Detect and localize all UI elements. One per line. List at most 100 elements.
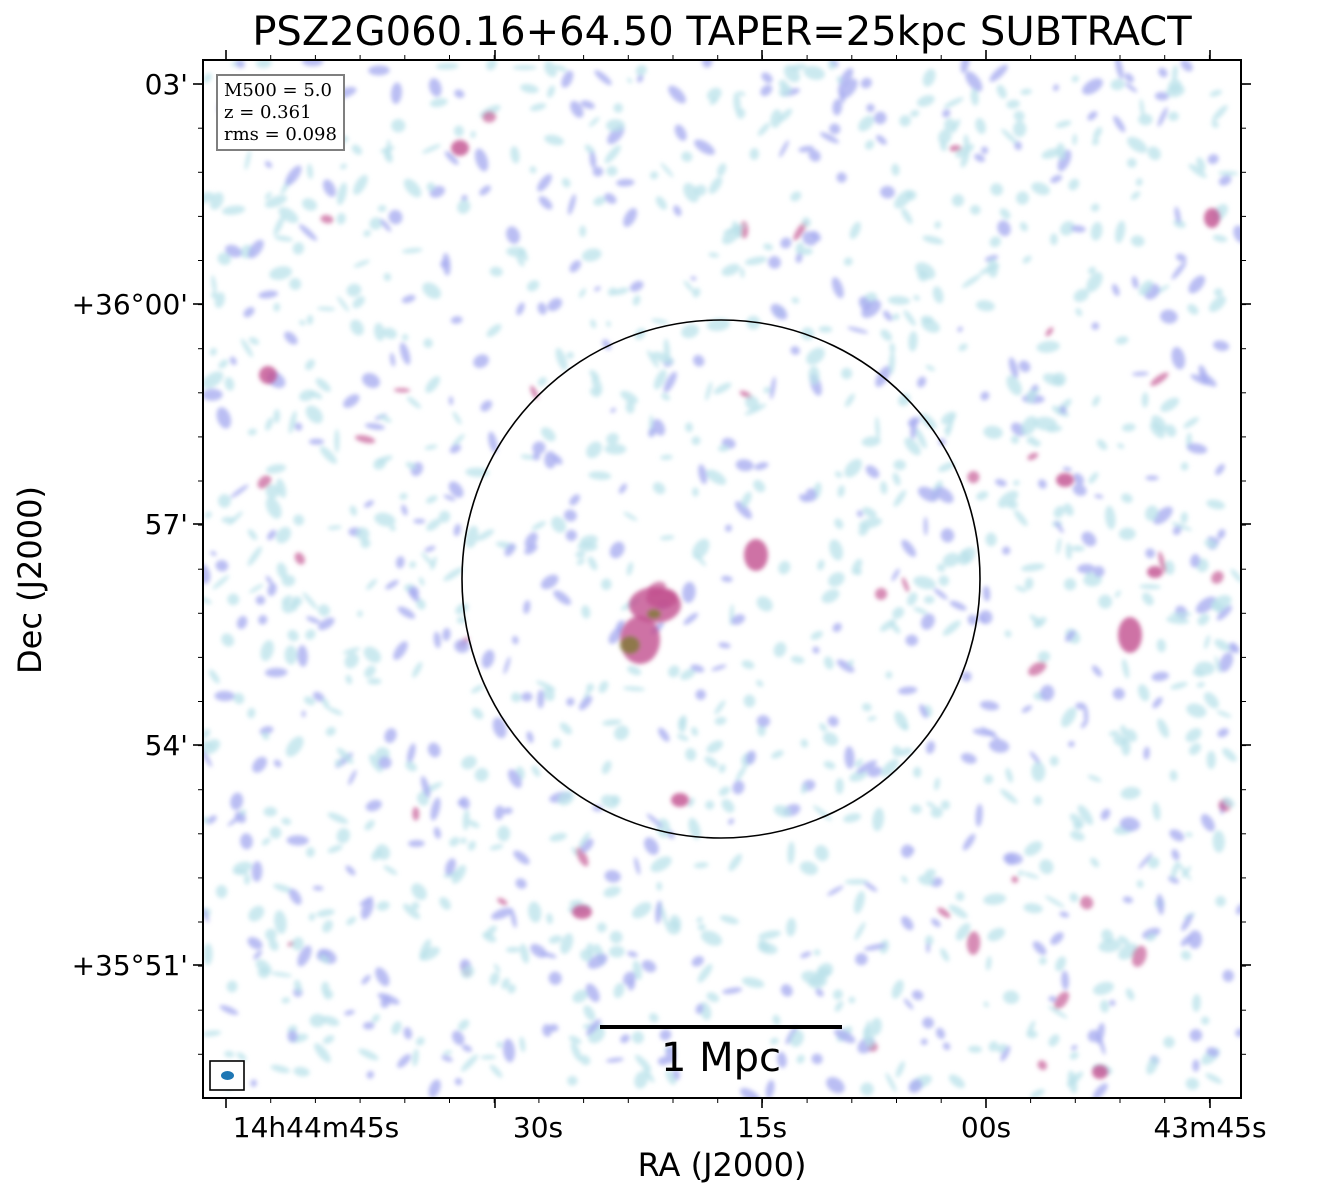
noise-blob xyxy=(203,943,213,966)
noise-blob xyxy=(1206,499,1226,510)
noise-blob xyxy=(366,578,377,590)
noise-blob xyxy=(1131,945,1147,967)
noise-blob xyxy=(1211,120,1219,128)
legend-mass: M500 = 5.0 xyxy=(224,80,332,101)
noise-blob xyxy=(823,656,834,670)
noise-blob xyxy=(1180,511,1188,524)
noise-blob xyxy=(763,386,771,394)
noise-blob xyxy=(790,655,805,664)
noise-blob xyxy=(471,684,484,694)
noise-blob xyxy=(1185,832,1193,837)
noise-blob xyxy=(491,907,514,920)
noise-blob xyxy=(215,559,229,572)
noise-blob xyxy=(607,287,617,296)
noise-blob xyxy=(430,797,441,821)
noise-blob xyxy=(652,482,666,495)
noise-blob xyxy=(461,1044,473,1052)
noise-blob xyxy=(706,318,731,332)
noise-blob xyxy=(741,977,765,988)
noise-blob xyxy=(270,971,292,977)
noise-blob xyxy=(1151,671,1170,682)
noise-blob xyxy=(344,1009,355,1016)
noise-blob xyxy=(357,610,363,618)
noise-blob xyxy=(1029,751,1041,764)
noise-blob xyxy=(209,347,217,356)
noise-blob xyxy=(778,560,791,575)
noise-blob xyxy=(681,151,693,162)
noise-blob xyxy=(1204,634,1211,650)
noise-blob xyxy=(393,387,411,393)
noise-blob xyxy=(800,951,812,959)
noise-blob xyxy=(705,381,713,401)
noise-blob xyxy=(467,840,476,851)
noise-blob xyxy=(688,817,701,840)
noise-blob xyxy=(856,760,877,774)
noise-blob xyxy=(1219,652,1234,672)
noise-blob xyxy=(1170,681,1188,690)
noise-blob xyxy=(1060,221,1075,236)
noise-blob xyxy=(1113,115,1126,133)
noise-blob xyxy=(942,620,961,636)
noise-blob xyxy=(369,754,383,773)
noise-blob xyxy=(312,691,325,702)
noise-blob xyxy=(606,432,619,445)
noise-blob xyxy=(736,108,746,119)
noise-blob xyxy=(985,956,992,971)
noise-blob xyxy=(1143,746,1150,760)
noise-blob xyxy=(1013,120,1027,138)
noise-blob xyxy=(827,715,839,727)
noise-blob xyxy=(1168,876,1180,884)
noise-blob xyxy=(1153,506,1173,525)
noise-blob xyxy=(377,993,400,1005)
noise-blob xyxy=(384,728,397,744)
noise-blob xyxy=(397,1054,411,1068)
noise-blob xyxy=(885,671,893,679)
noise-blob xyxy=(960,753,977,764)
noise-blob xyxy=(214,690,235,702)
noise-blob xyxy=(698,464,708,485)
noise-blob xyxy=(319,446,337,464)
noise-blob xyxy=(940,800,951,810)
noise-blob xyxy=(1138,684,1150,702)
noise-blob xyxy=(980,391,990,401)
noise-blob xyxy=(861,703,872,712)
noise-blob xyxy=(756,596,773,612)
noise-blob xyxy=(761,72,773,84)
noise-blob xyxy=(770,303,788,320)
noise-blob xyxy=(529,103,547,112)
noise-blob xyxy=(604,443,627,455)
noise-blob xyxy=(374,322,385,341)
noise-blob xyxy=(665,1045,676,1064)
noise-blob xyxy=(308,913,316,921)
noise-blob xyxy=(281,817,292,826)
noise-blob xyxy=(1170,861,1179,880)
noise-blob xyxy=(399,492,408,500)
noise-blob xyxy=(1063,578,1077,591)
noise-blob xyxy=(1021,415,1038,436)
noise-blob xyxy=(719,915,739,925)
noise-blob xyxy=(227,593,240,606)
noise-blob xyxy=(407,743,416,764)
noise-blob xyxy=(863,943,887,951)
noise-blob xyxy=(455,603,469,615)
noise-blob xyxy=(224,1050,235,1058)
noise-blob xyxy=(415,1037,425,1046)
noise-blob xyxy=(403,178,422,198)
noise-blob xyxy=(777,1051,787,1068)
noise-blob xyxy=(203,388,223,401)
noise-blob xyxy=(344,652,359,669)
noise-blob xyxy=(1139,98,1145,118)
noise-blob xyxy=(453,125,464,137)
noise-blob xyxy=(575,550,586,559)
noise-blob xyxy=(513,850,530,865)
noise-blob xyxy=(632,902,652,919)
noise-blob xyxy=(839,67,854,89)
noise-blob xyxy=(1168,111,1179,122)
noise-blob xyxy=(451,433,465,448)
noise-blob xyxy=(665,1070,676,1085)
noise-blob xyxy=(1037,1060,1048,1071)
noise-blob xyxy=(770,376,776,400)
noise-blob xyxy=(293,514,305,526)
noise-blob xyxy=(1120,737,1131,756)
noise-blob xyxy=(898,393,911,407)
